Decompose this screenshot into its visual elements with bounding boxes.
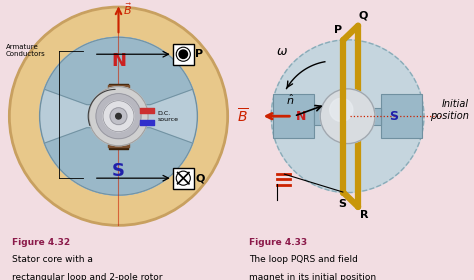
Text: Stator core with a: Stator core with a	[11, 255, 92, 265]
FancyBboxPatch shape	[273, 94, 314, 138]
Circle shape	[9, 7, 228, 225]
Text: Armature
Conductors: Armature Conductors	[6, 44, 46, 57]
Text: $\overline{B}$: $\overline{B}$	[237, 107, 248, 125]
FancyBboxPatch shape	[314, 108, 381, 125]
Text: $\hat{n}$: $\hat{n}$	[285, 92, 294, 107]
Text: D.C.
source: D.C. source	[157, 111, 178, 122]
Text: magnet in its initial position: magnet in its initial position	[248, 273, 376, 280]
Text: R: R	[360, 210, 369, 220]
Circle shape	[89, 87, 148, 146]
Circle shape	[330, 98, 353, 122]
FancyBboxPatch shape	[381, 94, 422, 138]
Circle shape	[179, 50, 188, 59]
Text: P: P	[334, 25, 342, 34]
Text: P: P	[195, 49, 203, 59]
Polygon shape	[45, 37, 192, 105]
Text: The loop PQRS and field: The loop PQRS and field	[248, 255, 357, 265]
Text: $\vec{B}$: $\vec{B}$	[123, 1, 132, 17]
Text: N: N	[111, 52, 126, 70]
Circle shape	[116, 113, 121, 119]
Text: Figure 4.32: Figure 4.32	[11, 238, 70, 247]
Circle shape	[271, 40, 424, 193]
Circle shape	[110, 108, 127, 125]
Text: S: S	[112, 162, 125, 180]
FancyBboxPatch shape	[173, 168, 194, 189]
Polygon shape	[45, 128, 192, 195]
Text: N: N	[296, 110, 306, 123]
Text: S: S	[338, 199, 346, 209]
Circle shape	[40, 37, 197, 195]
Text: rectangular loop and 2-pole rotor: rectangular loop and 2-pole rotor	[11, 273, 162, 280]
Circle shape	[103, 101, 134, 132]
Text: Q: Q	[359, 10, 368, 20]
Text: Initial
position: Initial position	[430, 99, 469, 121]
Circle shape	[96, 94, 141, 139]
Text: Q: Q	[195, 173, 205, 183]
Text: Figure 4.33: Figure 4.33	[248, 238, 307, 247]
Circle shape	[320, 89, 375, 144]
Circle shape	[40, 37, 197, 195]
Text: S: S	[390, 110, 399, 123]
FancyBboxPatch shape	[173, 44, 194, 65]
Text: $\omega$: $\omega$	[276, 45, 288, 59]
